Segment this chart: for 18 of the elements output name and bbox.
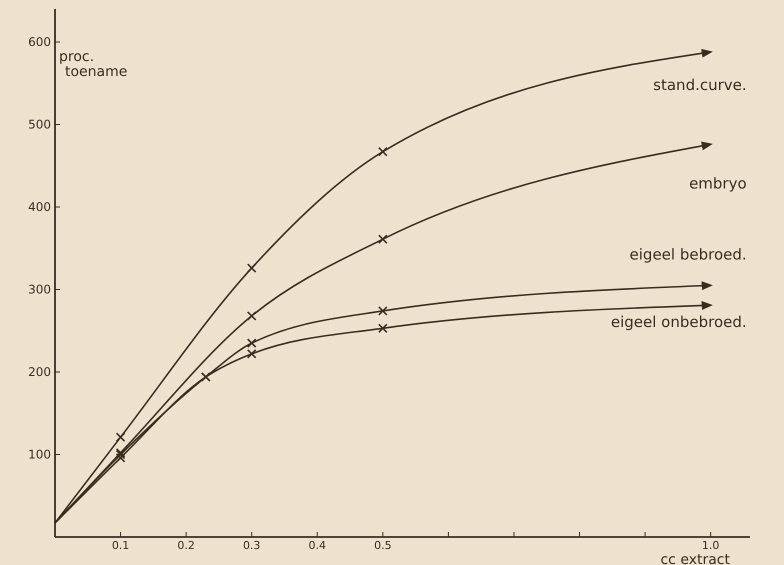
y-tick-label: 100 <box>28 448 51 462</box>
y-tick-label: 300 <box>28 282 51 296</box>
y-tick-label: 500 <box>28 118 51 132</box>
x-tick-label: 1.0 <box>702 539 720 552</box>
y-tick-label: 200 <box>28 365 51 379</box>
series-label: eigeel onbebroed. <box>610 313 747 332</box>
y-axis-title: proc. toename <box>59 49 128 80</box>
x-axis-title: cc extract <box>660 552 731 565</box>
series-label: stand.curve. <box>653 76 747 94</box>
series-label: embryo <box>689 174 747 192</box>
y-tick-label: 400 <box>28 200 51 214</box>
x-tick-label: 0.1 <box>112 539 130 552</box>
series-label: eigeel bebroed. <box>630 245 747 264</box>
x-tick-label: 0.5 <box>374 539 392 552</box>
x-tick-label: 0.3 <box>242 539 260 552</box>
y-tick-label: 600 <box>28 35 51 49</box>
x-tick-label: 0.2 <box>177 539 195 552</box>
x-tick-label: 0.4 <box>308 539 326 552</box>
